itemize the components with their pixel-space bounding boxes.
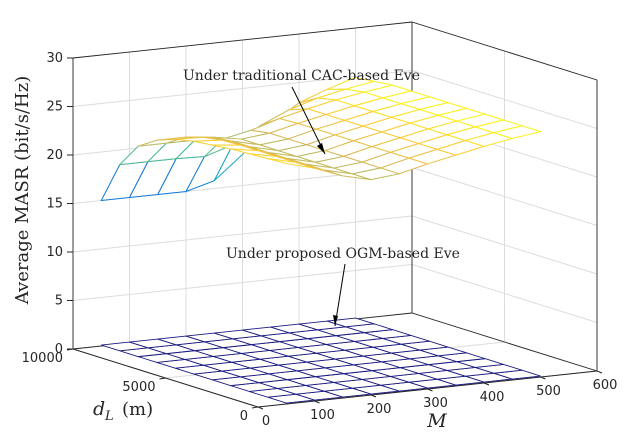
z-tick-label: 25 bbox=[46, 100, 63, 115]
z-tick-label: 20 bbox=[46, 148, 63, 163]
y-tick-label: 10000 bbox=[22, 351, 63, 366]
x-tick-label: 600 bbox=[593, 378, 618, 393]
x-tick-label: 500 bbox=[536, 384, 561, 399]
annotation-cac-eve-arrowhead bbox=[317, 143, 325, 154]
x-tick bbox=[370, 394, 377, 398]
surface-meshes bbox=[100, 76, 543, 404]
annotation-ogm-eve-arrowhead bbox=[333, 315, 338, 326]
y-axis-label-unit: (m) bbox=[122, 399, 153, 420]
x-tick bbox=[540, 376, 546, 380]
annotations: Under traditional CAC-based Eve Under pr… bbox=[183, 68, 460, 327]
x-tick-label: 100 bbox=[310, 408, 335, 423]
z-axis-label: Average MASR (bit/s/Hz) bbox=[12, 76, 33, 305]
y-axis-label-main: d bbox=[93, 398, 105, 420]
y-tick bbox=[159, 377, 166, 380]
z-tick-label: 10 bbox=[46, 245, 63, 260]
z-tick-label: 5 bbox=[55, 294, 63, 309]
z-tick-label: 30 bbox=[46, 51, 63, 66]
x-tick bbox=[483, 382, 490, 386]
annotation-ogm-eve-arrow bbox=[334, 263, 346, 327]
x-tick-label: 0 bbox=[262, 414, 270, 429]
axis-labels: Average MASR (bit/s/Hz) M d L (m) bbox=[12, 76, 447, 432]
z-tick-label: 0 bbox=[55, 342, 63, 357]
z-tick-label: 15 bbox=[46, 197, 63, 212]
y-tick-label: 0 bbox=[240, 409, 248, 424]
x-tick bbox=[257, 406, 264, 410]
box-edge bbox=[411, 312, 598, 372]
y-axis-label-sub: L bbox=[104, 409, 114, 424]
annotation-ogm-eve: Under proposed OGM-based Eve bbox=[226, 246, 460, 262]
axis-ticks: 0 100 200 300 400 500 600050001000005101520253… bbox=[22, 51, 618, 429]
x-tick bbox=[427, 388, 433, 392]
y-tick-label: 5000 bbox=[122, 380, 155, 395]
box-edge bbox=[411, 21, 598, 81]
annotation-cac-eve: Under traditional CAC-based Eve bbox=[183, 68, 420, 84]
x-tick-label: 300 bbox=[423, 396, 448, 411]
y-tick bbox=[251, 406, 259, 409]
annotation-cac-eve-arrow bbox=[291, 86, 326, 155]
y-axis-label: d L (m) bbox=[93, 398, 153, 424]
x-tick bbox=[314, 400, 320, 404]
cac-surface-cell bbox=[491, 125, 543, 139]
box-edge bbox=[72, 21, 413, 59]
x-axis-label: M bbox=[426, 410, 447, 432]
x-tick-label: 400 bbox=[480, 390, 505, 405]
x-tick-label: 200 bbox=[367, 402, 392, 417]
x-tick bbox=[596, 370, 603, 374]
ogm-surface-cell bbox=[327, 317, 375, 328]
